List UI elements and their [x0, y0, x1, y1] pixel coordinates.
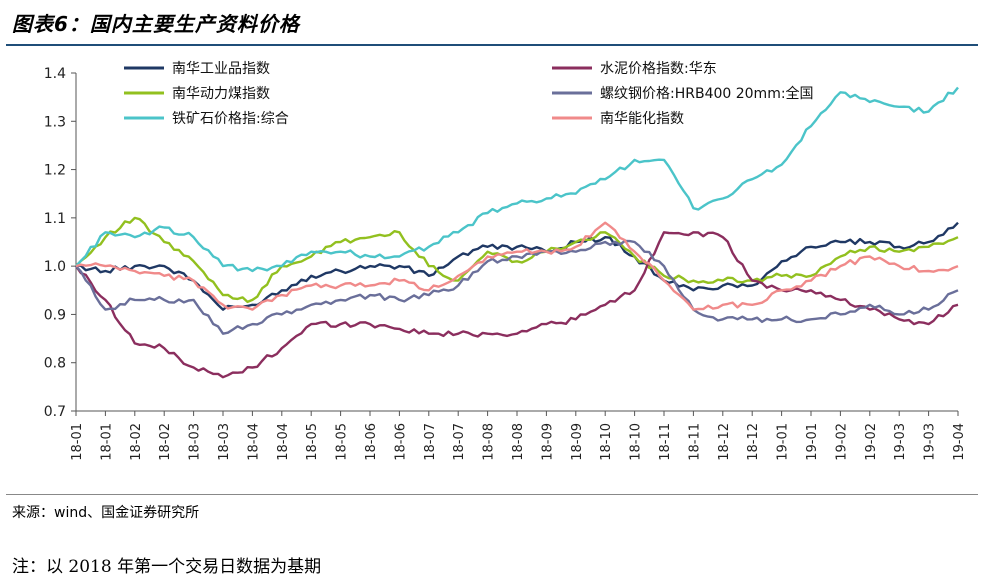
series-line: [75, 86, 959, 273]
legend-label: 铁矿石价格指:综合: [172, 111, 289, 127]
x-tick-label: 18-10: [629, 423, 644, 461]
x-tick-label: 18-11: [658, 423, 673, 461]
page-title: 图表6：国内主要生产资料价格: [12, 12, 300, 36]
x-tick-label: 18-07: [452, 423, 467, 461]
x-tick-label: 18-10: [599, 423, 614, 461]
legend-label: 螺纹钢价格:HRB400 20mm:全国: [600, 85, 814, 102]
x-tick-label: 18-04: [246, 423, 261, 461]
y-tick-label: 1.2: [44, 163, 66, 179]
series-line: [75, 231, 959, 379]
y-tick-label: 1.3: [44, 114, 66, 130]
chart-axes: 0.7 0.8 0.9 1.0 1.1 1.2 1.3 1.4 18-01 18-01 18-02 1…: [44, 66, 967, 461]
x-tick-label: 19-03: [893, 423, 908, 461]
x-tick-label: 19-02: [864, 423, 879, 461]
x-tick-label: 19-03: [923, 423, 938, 461]
series-line: [75, 221, 959, 311]
source-divider: [6, 494, 978, 495]
x-tick-label: 18-05: [335, 423, 350, 461]
x-tick-label: 19-02: [834, 423, 849, 461]
legend-label: 南华工业品指数: [172, 61, 270, 77]
x-tick-label: 18-08: [482, 423, 497, 461]
x-tick-label: 18-03: [188, 423, 203, 461]
x-tick-label: 18-01: [99, 423, 114, 461]
y-tick-label: 1.1: [44, 211, 66, 227]
legend-label: 南华能化指数: [600, 111, 684, 127]
x-tick-label: 18-09: [540, 423, 555, 461]
legend-label: 水泥价格指数:华东: [600, 61, 717, 77]
y-tick-label: 0.9: [44, 307, 66, 323]
series-line: [75, 216, 959, 304]
y-tick-label: 1.4: [44, 66, 66, 82]
y-tick-label: 0.8: [44, 356, 66, 372]
x-tick-label: 18-06: [364, 423, 379, 461]
source-text: 来源：wind、国金证券研究所: [12, 505, 200, 521]
y-tick-label: 0.7: [44, 404, 66, 420]
x-tick-label: 18-02: [129, 423, 144, 461]
title-divider: [6, 44, 978, 46]
x-tick-label: 18-08: [511, 423, 526, 461]
x-tick-label: 19-04: [952, 423, 967, 461]
y-tick-label: 1.0: [44, 259, 66, 275]
chart-series-group: [75, 86, 959, 379]
x-tick-label: 18-04: [276, 423, 291, 461]
x-tick-label: 18-12: [717, 423, 732, 461]
x-tick-label: 18-07: [423, 423, 438, 461]
x-tick-label: 18-05: [305, 423, 320, 461]
series-line: [75, 221, 959, 311]
x-tick-label: 18-06: [393, 423, 408, 461]
x-tick-label: 18-01: [70, 423, 85, 461]
x-tick-label: 18-03: [217, 423, 232, 461]
series-line: [75, 239, 959, 335]
x-tick-label: 19-01: [805, 423, 820, 461]
legend-label: 南华动力煤指数: [172, 86, 270, 102]
footnote-text: 注：以 2018 年第一个交易日数据为基期: [12, 557, 322, 577]
x-tick-label: 18-11: [687, 423, 702, 461]
x-tick-label: 18-02: [158, 423, 173, 461]
x-tick-label: 19-01: [776, 423, 791, 461]
x-tick-label: 18-09: [570, 423, 585, 461]
x-tick-label: 18-12: [746, 423, 761, 461]
line-chart: 0.7 0.8 0.9 1.0 1.1 1.2 1.3 1.4 18-01 18-01 18-02 1…: [44, 61, 967, 461]
